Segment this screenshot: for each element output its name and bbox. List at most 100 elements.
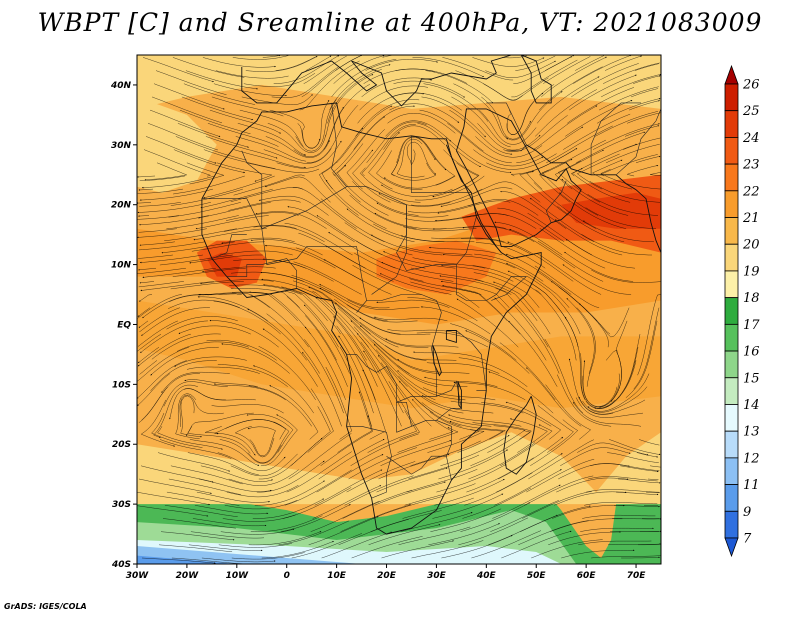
streamline (267, 123, 327, 153)
streamline (157, 452, 231, 472)
streamline (598, 86, 659, 111)
streamline (594, 111, 659, 137)
streamline (188, 544, 263, 552)
streamline (587, 373, 650, 412)
streamline (359, 321, 429, 348)
streamline (434, 478, 505, 506)
streamline (266, 313, 320, 374)
map-panel (136, 54, 662, 565)
streamline (228, 199, 301, 211)
region-west-yellow (137, 96, 217, 193)
streamline (363, 350, 402, 427)
region-equatorial-orange (137, 300, 661, 409)
streamline (453, 381, 526, 401)
streamline (138, 478, 212, 494)
streamline (509, 228, 576, 269)
streamline (443, 149, 480, 192)
streamline (527, 213, 593, 256)
streamline (556, 477, 629, 493)
streamline (505, 91, 563, 141)
streamline (368, 524, 441, 546)
streamline (276, 140, 342, 169)
streamline (153, 384, 198, 438)
colorbar-box (724, 270, 739, 299)
border-b19 (590, 102, 641, 175)
streamline (150, 360, 217, 391)
streamline (406, 141, 436, 175)
streamline (185, 70, 259, 90)
streamline (166, 215, 239, 230)
streamline (508, 320, 558, 387)
streamline (178, 325, 251, 335)
streamline (157, 426, 223, 450)
streamline (201, 557, 276, 563)
streamline (298, 232, 366, 269)
streamline (434, 213, 509, 222)
streamline (537, 405, 574, 453)
streamline (189, 439, 260, 466)
streamline (400, 235, 475, 243)
region-southern-deep-blue (137, 555, 237, 564)
streamline (412, 257, 486, 269)
streamline (391, 159, 436, 181)
streamline (198, 202, 271, 219)
streamline (570, 143, 638, 177)
streamline (218, 543, 292, 548)
streamline (233, 258, 306, 269)
streamline (137, 347, 160, 364)
streamline (187, 426, 251, 454)
streamline (419, 109, 484, 152)
lat-tick-label: 20S (112, 440, 131, 450)
streamline (216, 162, 273, 182)
streamline (479, 109, 537, 145)
streamline (280, 504, 351, 532)
coastlines (201, 55, 661, 535)
streamline (316, 215, 383, 256)
streamline (629, 100, 661, 111)
colorbar-box (724, 484, 739, 512)
streamline (412, 399, 454, 440)
streamline (466, 457, 534, 493)
colorbar-label: 16 (743, 345, 760, 360)
streamline (592, 123, 660, 150)
streamline (492, 281, 551, 335)
streamline (159, 439, 232, 459)
streamline (304, 326, 346, 400)
colorbar-box (724, 297, 739, 325)
streamline (261, 541, 335, 559)
streamline (284, 222, 353, 256)
streamline (262, 55, 281, 58)
streamline (346, 208, 415, 243)
streamline (176, 341, 249, 352)
streamline (323, 84, 371, 150)
streamline (421, 402, 492, 427)
streamline (334, 143, 364, 203)
streamline (562, 264, 632, 295)
streamline (336, 325, 376, 400)
streamline (281, 286, 341, 335)
streamline (564, 251, 634, 282)
streamline (151, 96, 223, 124)
streamline (160, 531, 235, 541)
streamline (190, 531, 265, 539)
streamline (141, 307, 210, 336)
streamline (246, 162, 320, 173)
streamline (292, 280, 358, 322)
streamline (318, 161, 359, 216)
streamline (151, 333, 221, 360)
streamline (320, 198, 385, 243)
streamline (155, 70, 227, 96)
streamline (137, 267, 186, 274)
streamline (307, 388, 334, 453)
border-b11 (386, 455, 452, 481)
streamline (231, 271, 304, 282)
streamline (412, 57, 485, 78)
streamline (458, 517, 529, 546)
streamline (421, 395, 494, 414)
streamline (576, 153, 620, 190)
streamline (573, 55, 632, 84)
streamline (215, 70, 289, 79)
streamline (172, 57, 245, 78)
streamline (427, 429, 485, 453)
streamline (370, 234, 443, 256)
